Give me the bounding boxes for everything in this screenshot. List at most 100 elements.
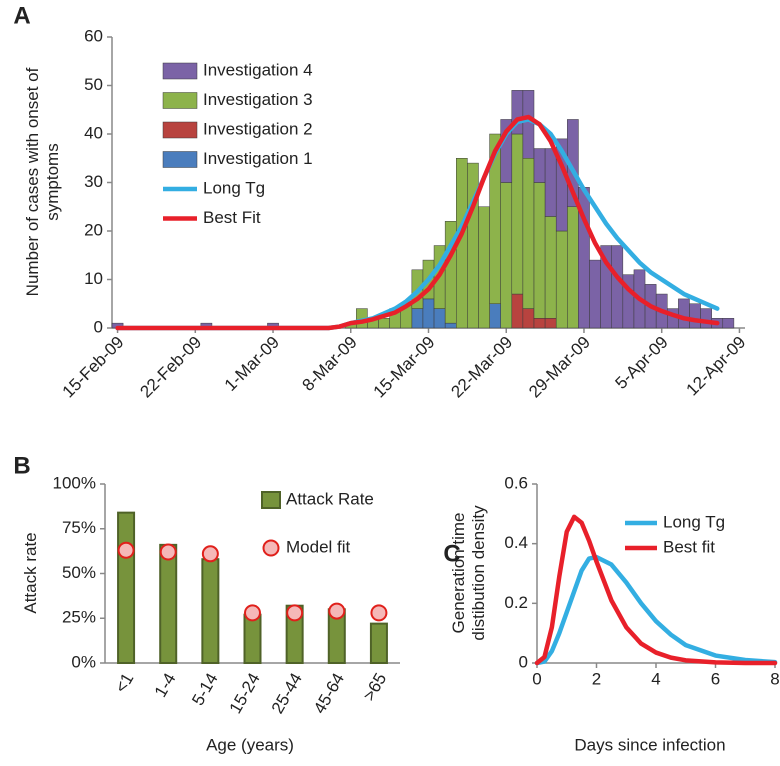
y-tick-label: 0 (519, 652, 528, 671)
marker (244, 604, 261, 622)
bar (533, 182, 546, 319)
bar (422, 298, 435, 329)
y-tick-label: 25% (62, 608, 96, 627)
line (534, 514, 778, 666)
x-tick-label: 22-Feb-09 (136, 333, 205, 402)
legend-label: Best Fit (203, 208, 261, 227)
bar (533, 148, 546, 183)
x-tick-label: <1 (111, 670, 137, 696)
legend-label: Long Tg (203, 178, 265, 197)
y-tick-label: 0.2 (504, 593, 528, 612)
bar (589, 259, 601, 329)
x-tick-label: 25-44 (268, 670, 306, 717)
y-tick-label: 50% (62, 563, 96, 582)
marker (328, 602, 346, 620)
x-tick-label: >65 (359, 670, 390, 704)
bar (159, 543, 178, 664)
bar (489, 303, 501, 329)
bar (511, 133, 524, 295)
bar (544, 148, 557, 217)
x-tick-label: 4 (651, 669, 660, 688)
bar (411, 308, 424, 329)
y-tick-label: 60 (84, 26, 103, 45)
bar (378, 318, 390, 329)
bar (567, 206, 579, 329)
y-tick-label: 0% (71, 652, 96, 671)
x-tick-label: 1-Mar-09 (221, 333, 283, 395)
panel-label: B (13, 452, 30, 479)
bar (611, 245, 624, 329)
marker (201, 545, 219, 563)
line (115, 114, 720, 331)
y-tick-label: 0 (94, 317, 103, 336)
legend-label: Investigation 3 (203, 90, 313, 109)
bar (369, 622, 388, 664)
y-axis-title: Generation timedistibution density (449, 505, 488, 641)
x-tick-label: 45-64 (310, 670, 348, 717)
y-tick-label: 20 (84, 220, 103, 239)
bar (722, 318, 735, 329)
bar (678, 298, 690, 329)
marker (159, 543, 177, 561)
bar (201, 558, 220, 664)
x-tick-label: 8-Mar-09 (299, 333, 361, 395)
bar (117, 511, 136, 665)
x-tick-label: 15-Feb-09 (59, 333, 128, 402)
legend-swatch (162, 121, 198, 139)
x-tick-label: 8 (770, 669, 779, 688)
bar (700, 308, 712, 329)
legend-label: Best fit (663, 537, 715, 556)
y-tick-label: 75% (62, 518, 96, 537)
legend-label: Investigation 2 (203, 119, 313, 138)
x-tick-label: 1-4 (151, 670, 180, 701)
bar (444, 322, 457, 329)
x-tick-label: 15-24 (226, 670, 264, 717)
legend-swatch (262, 539, 280, 557)
line (534, 554, 778, 666)
legend-label: Model fit (286, 537, 351, 556)
legend-swatch (162, 92, 198, 109)
bar (500, 182, 513, 329)
marker (117, 541, 135, 559)
y-tick-label: 50 (84, 75, 103, 94)
bar (433, 308, 446, 329)
bar (243, 613, 262, 664)
marker (286, 604, 304, 622)
legend-label: Attack Rate (286, 489, 374, 508)
y-tick-label: 0.6 (504, 473, 528, 492)
legend-label: Long Tg (663, 512, 725, 531)
legend-swatch (162, 151, 198, 168)
x-tick-label: 22-Mar-09 (447, 333, 516, 402)
x-tick-label: 5-Apr-09 (612, 333, 672, 393)
bar (555, 230, 568, 329)
legend-swatch (261, 491, 281, 509)
x-tick-label: 5-14 (188, 670, 221, 709)
y-axis-title: Number of cases with onset ofsymptoms (23, 67, 62, 296)
legend-label: Investigation 4 (203, 60, 313, 79)
bar (533, 318, 546, 329)
bar (467, 162, 479, 329)
bar (500, 119, 513, 183)
panel-label: C (443, 540, 460, 567)
bar (478, 206, 490, 329)
bar (522, 90, 535, 159)
y-tick-label: 10 (84, 269, 103, 288)
x-tick-label: 0 (532, 669, 541, 688)
legend-label: Investigation 1 (203, 149, 313, 168)
x-axis-title: Days since infection (574, 735, 725, 754)
y-tick-label: 40 (84, 123, 103, 142)
bar (522, 158, 535, 309)
y-tick-label: 100% (53, 473, 96, 492)
bar (522, 308, 535, 329)
x-tick-label: 15-Mar-09 (370, 333, 439, 402)
bar (544, 216, 557, 319)
panel-label: A (13, 2, 30, 29)
bar (511, 293, 524, 329)
bar (689, 303, 701, 329)
legend-swatch (162, 62, 198, 80)
y-axis-title: Attack rate (21, 532, 40, 613)
x-tick-label: 2 (592, 669, 601, 688)
x-tick-label: 6 (711, 669, 720, 688)
x-tick-label: 12-Apr-09 (683, 333, 750, 400)
